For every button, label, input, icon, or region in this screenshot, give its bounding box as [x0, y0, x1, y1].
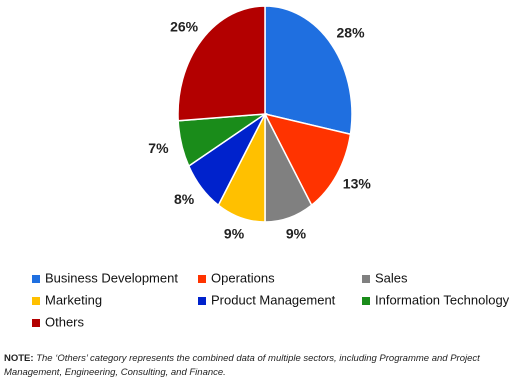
pie-slice — [177, 5, 266, 122]
pie-slice — [264, 5, 353, 136]
data-label: 13% — [343, 176, 372, 192]
legend-label: Information Technology — [375, 292, 510, 307]
legend-swatch — [32, 275, 40, 283]
legend-label: Business Development — [45, 270, 178, 285]
data-label: 26% — [170, 18, 199, 34]
legend-swatch — [198, 275, 206, 283]
legend-label: Others — [45, 314, 85, 329]
data-label: 9% — [286, 226, 307, 242]
legend-swatch — [32, 319, 40, 327]
note-label: NOTE: — [4, 353, 34, 364]
legend-label: Operations — [211, 270, 275, 285]
note: NOTE: The ‘Others’ category represents t… — [4, 352, 508, 380]
legend-label: Marketing — [45, 292, 102, 307]
legend-swatch — [362, 275, 370, 283]
legend-swatch — [32, 297, 40, 305]
data-label: 7% — [148, 140, 169, 156]
legend-label: Sales — [375, 270, 408, 285]
chart: 28% 13% 9% 9% 8% 7% 26% Business Development Ope… — [32, 5, 510, 329]
legend-label: Product Management — [211, 292, 336, 307]
pie-slice — [263, 112, 352, 207]
data-label: 28% — [337, 24, 366, 40]
data-label: 8% — [174, 191, 195, 207]
legend-swatch — [362, 297, 370, 305]
data-label: 9% — [224, 226, 245, 242]
note-text: The ‘Others’ category represents the com… — [4, 353, 480, 378]
legend-swatch — [198, 297, 206, 305]
